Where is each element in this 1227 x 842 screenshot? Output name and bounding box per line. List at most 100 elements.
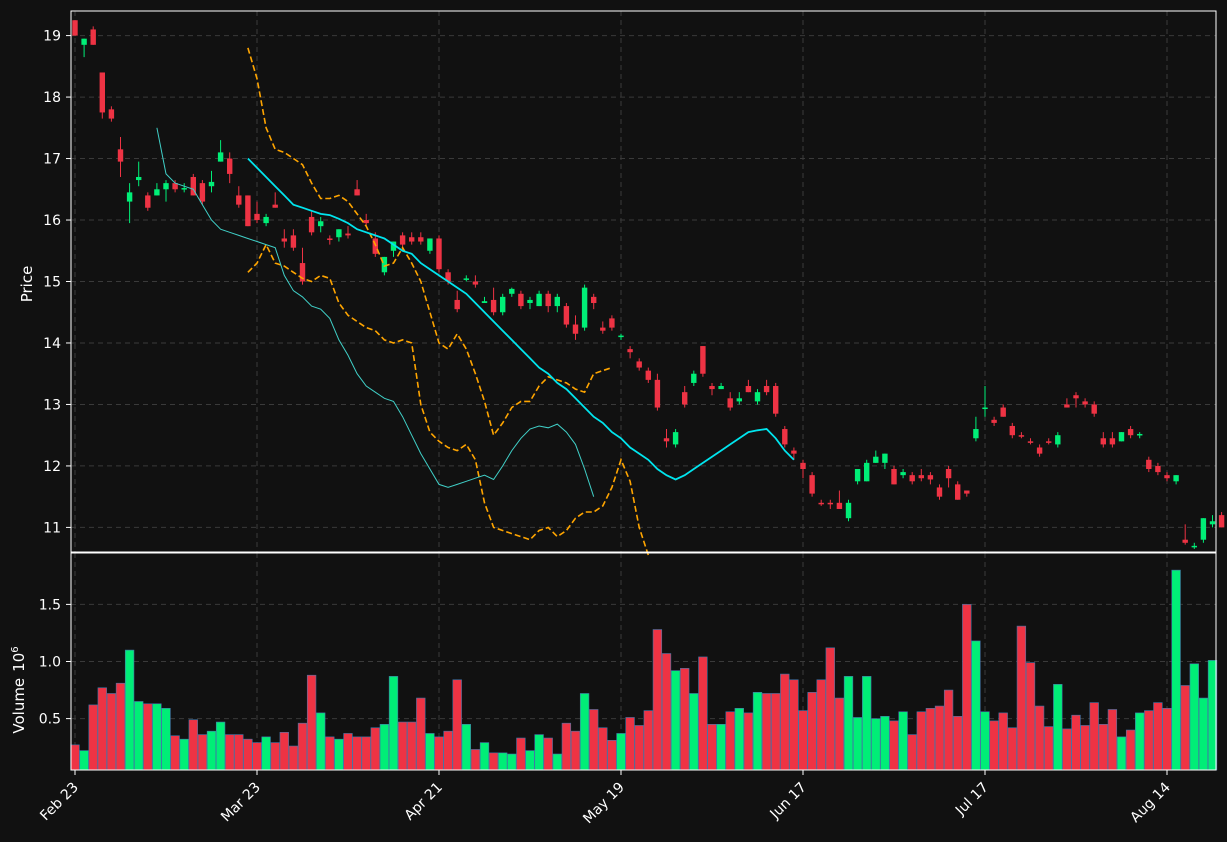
candle-body	[1000, 407, 1006, 417]
candle-body	[518, 293, 524, 307]
candle-body	[645, 370, 651, 380]
candle-body	[754, 392, 761, 402]
volume-bar	[279, 732, 289, 771]
candle-body	[308, 216, 315, 233]
candle-body	[136, 176, 142, 181]
candle-body	[691, 373, 697, 383]
candle-body	[636, 361, 642, 368]
candle-body	[727, 398, 733, 408]
volume-bar	[807, 692, 817, 771]
candle-body	[236, 195, 242, 205]
volume-bar	[161, 708, 171, 771]
volume-bar	[771, 693, 781, 771]
volume-bar	[479, 742, 490, 771]
volume-bar	[953, 716, 963, 771]
candle-body	[281, 238, 287, 242]
volume-bar	[197, 734, 208, 771]
volume-bar	[579, 693, 590, 771]
candle-body	[545, 293, 551, 307]
volume-bar	[516, 737, 526, 771]
volume-bar	[152, 703, 162, 771]
candle-body	[672, 432, 679, 445]
volume-bar	[661, 653, 672, 771]
volume-bar	[1153, 702, 1163, 771]
lower-band-line	[247, 242, 650, 556]
candle-body	[709, 386, 715, 390]
volume-bar	[124, 649, 135, 771]
volume-bar	[1198, 697, 1209, 771]
candle-body	[763, 386, 770, 393]
candle-body	[154, 189, 160, 196]
candle-body	[117, 149, 124, 162]
volume-bar	[789, 679, 799, 771]
candle-body	[1200, 518, 1207, 540]
candle-body	[882, 453, 888, 463]
volume-bar	[1025, 662, 1036, 771]
volume-bar	[680, 668, 690, 771]
candle-body	[1155, 465, 1161, 473]
volume-bar	[552, 753, 562, 771]
volume-bar	[488, 752, 499, 771]
volume-bar	[325, 736, 335, 771]
candle-body	[1127, 429, 1134, 436]
candle-body	[217, 152, 224, 162]
candle-body	[918, 475, 924, 479]
volume-bar	[179, 738, 189, 771]
volume-bar	[134, 701, 144, 771]
candle-body	[745, 386, 752, 393]
candle-body	[208, 181, 215, 187]
volume-bar	[1162, 708, 1172, 771]
candle-body	[682, 392, 688, 405]
candle-body	[1091, 404, 1097, 414]
volume-bar	[388, 676, 399, 771]
candle-body	[891, 469, 897, 485]
volume-bar	[761, 693, 772, 771]
volume-bar	[716, 724, 726, 771]
candle-body	[1018, 435, 1025, 437]
volume-bar	[670, 670, 681, 771]
candle-body	[718, 386, 724, 390]
volume-bar	[416, 697, 426, 771]
candle-body	[500, 296, 506, 313]
volume-bar	[1053, 684, 1063, 771]
candle-body	[509, 288, 515, 294]
volume-bar	[825, 647, 835, 771]
volume-bar	[470, 749, 481, 771]
volume-bar	[843, 676, 854, 771]
volume-bar	[316, 712, 326, 771]
price-tick-label: 19	[43, 29, 61, 45]
price-tick-label: 15	[43, 275, 61, 291]
volume-bar	[70, 744, 80, 771]
candle-body	[445, 272, 451, 282]
volume-bar	[1044, 726, 1054, 771]
volume-bar	[1062, 728, 1072, 771]
volume-bar	[170, 735, 180, 771]
candle-body	[627, 349, 633, 353]
candle-body	[836, 502, 843, 509]
volume-bar	[1189, 663, 1199, 771]
candle-body	[818, 502, 824, 505]
candle-body	[873, 456, 879, 463]
volume-bar	[862, 676, 872, 771]
candle-body	[327, 238, 333, 240]
candle-body	[381, 256, 388, 273]
candle-body	[1118, 432, 1125, 442]
candle-body	[1182, 539, 1188, 543]
volume-bar	[780, 673, 790, 771]
volume-bar	[306, 674, 317, 771]
candle-body	[126, 192, 133, 202]
volume-bar	[397, 721, 408, 771]
volume-bar	[88, 704, 98, 771]
slow-moving-average-line	[156, 127, 595, 497]
volume-bar	[643, 710, 653, 771]
candle-body	[1164, 475, 1170, 479]
candle-body	[654, 379, 661, 408]
volume-bar	[143, 703, 153, 771]
candle-body	[1046, 441, 1052, 443]
candle-body	[618, 335, 624, 338]
volume-bar	[725, 711, 735, 771]
volume-bar	[943, 689, 954, 771]
candle-body	[199, 183, 206, 202]
candle-body	[927, 475, 934, 480]
